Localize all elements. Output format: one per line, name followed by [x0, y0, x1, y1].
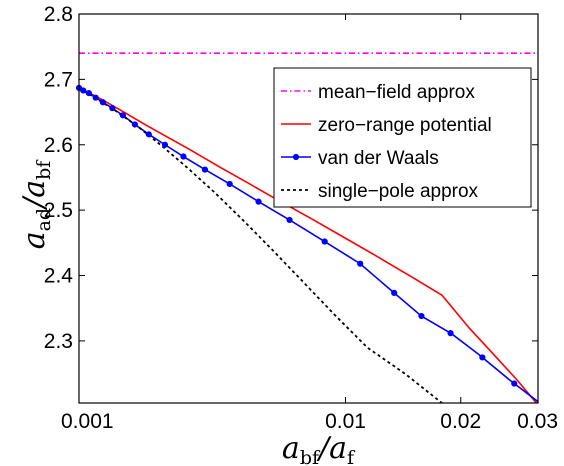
x-axis-label: abf/af [282, 431, 356, 466]
vdw-marker-4 [99, 99, 107, 106]
vdw-marker-10 [180, 153, 187, 160]
y-axis-label-main: a [17, 231, 52, 249]
vdw-marker-2 [85, 90, 92, 97]
legend-label-2: van der Waals [318, 148, 439, 169]
x-axis-label-slash: /a [316, 431, 347, 466]
legend-label-1: zero−range potential [318, 115, 492, 136]
x-tick-label-0: 0.001 [61, 410, 114, 433]
x-tick-label-1: 0.01 [325, 410, 366, 433]
tick-labels: 0.001 0.01 0.02 0.03 2.3 2.4 2.5 2.6 2.7 2.8 [44, 3, 558, 433]
vdw-marker-15 [321, 238, 328, 245]
vdw-marker-7 [131, 121, 138, 128]
y-tick-label-1: 2.4 [44, 265, 74, 288]
vdw-marker-17 [391, 289, 398, 296]
x-axis-label-sub1: bf [300, 447, 321, 466]
vdw-marker-5 [109, 105, 116, 112]
x-axis-label-sub2: f [347, 447, 356, 466]
y-axis-label-slash: /a [17, 180, 52, 211]
axis-ticks [78, 13, 539, 403]
plot-frame [78, 13, 539, 404]
vdw-marker-19 [447, 330, 454, 337]
vdw-marker-9 [161, 141, 169, 148]
legend: mean−field approx zero−range potential van… [273, 67, 532, 208]
legend-box [273, 67, 532, 208]
x-tick-label-2: 0.02 [440, 410, 481, 433]
vdw-marker-14 [286, 216, 293, 224]
vdw-marker-21 [511, 380, 518, 387]
y-tick-label-2: 2.5 [44, 199, 73, 222]
vdw-marker-18 [418, 312, 425, 320]
y-tick-label-0: 2.3 [44, 330, 73, 353]
x-axis-label-main: a [282, 431, 300, 466]
plot-lines [75, 52, 538, 403]
y-tick-label-4: 2.7 [44, 68, 73, 91]
y-tick-label-3: 2.6 [44, 134, 73, 157]
y-tick-label-5: 2.8 [44, 3, 73, 26]
vdw-marker-11 [201, 166, 209, 173]
y-axis-label-sub2: bf [33, 159, 55, 180]
vdw-marker-13 [255, 198, 262, 205]
vdw-marker-12 [226, 180, 233, 188]
legend-marker-2 [292, 153, 300, 161]
vdw-marker-3 [92, 94, 99, 101]
legend-label-3: single−pole approx [318, 181, 479, 202]
vdw-marker-8 [145, 131, 152, 138]
y-axis-label-sub1: ad [33, 208, 55, 232]
x-tick-label-3: 0.03 [517, 410, 558, 433]
vdw-marker-16 [357, 260, 364, 267]
legend-items: mean−field approx zero−range potential van… [281, 82, 492, 202]
vdw-marker-6 [119, 112, 127, 119]
vdw-marker-1 [80, 87, 87, 94]
legend-label-0: mean−field approx [318, 82, 475, 103]
series-line-1 [79, 87, 538, 403]
y-axis-label: aad/abf [17, 159, 55, 250]
vdw-marker-20 [479, 354, 486, 361]
